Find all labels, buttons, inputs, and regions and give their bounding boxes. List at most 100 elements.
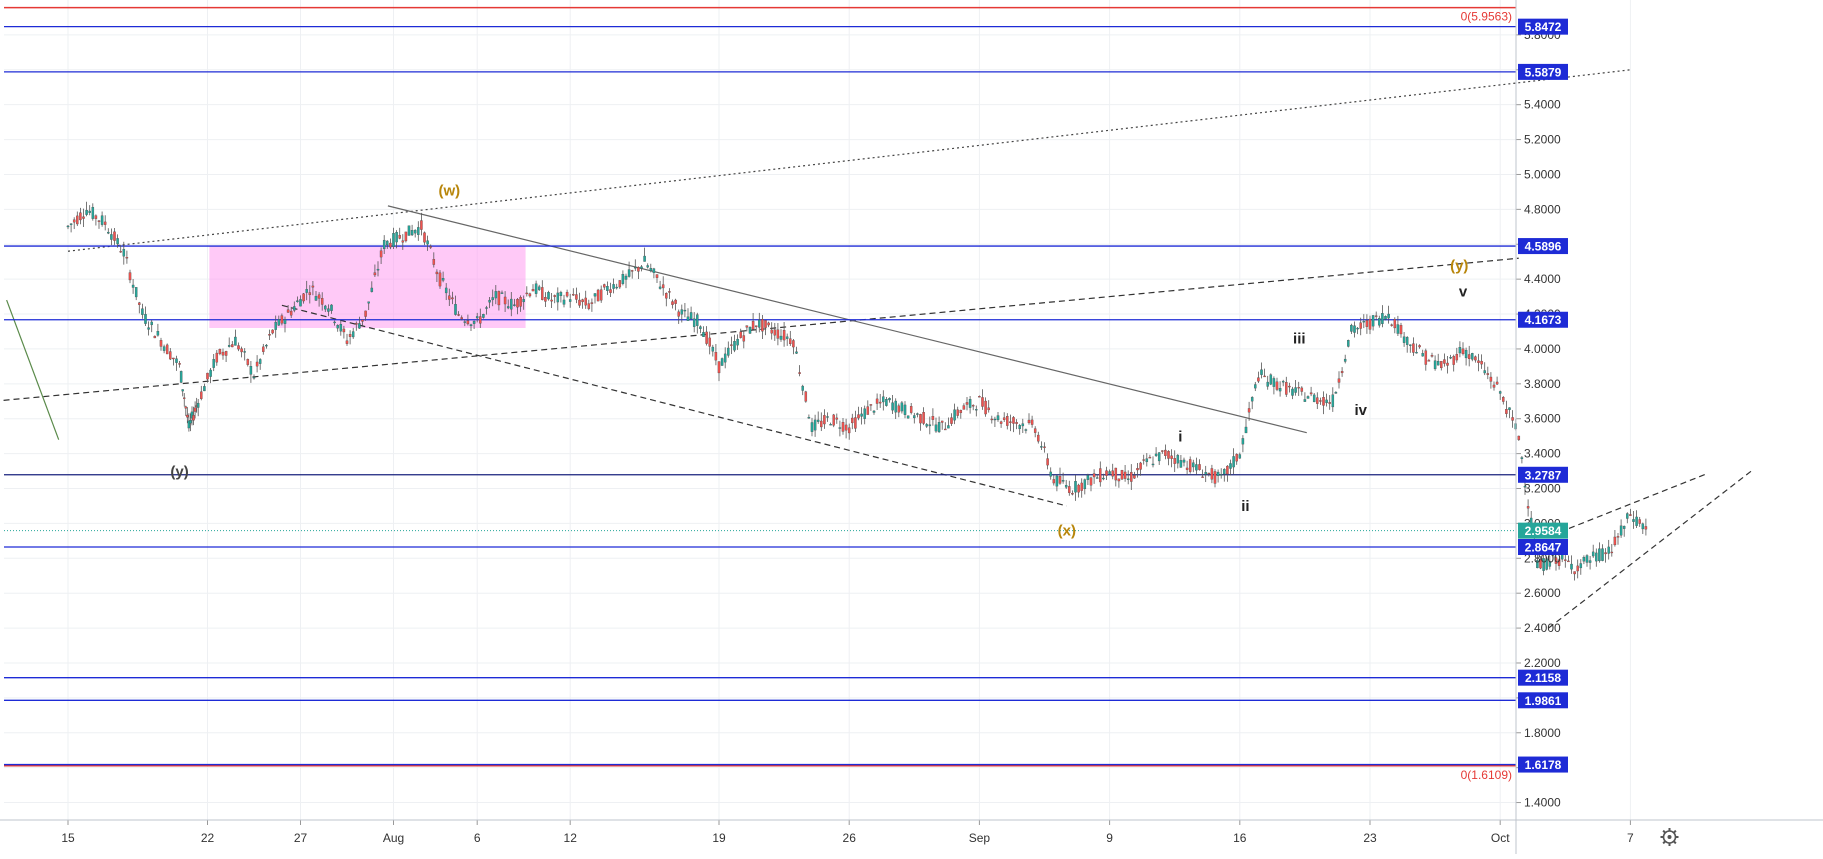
candle-body [432, 259, 436, 265]
candle-body [820, 420, 823, 428]
candle-body [931, 416, 935, 420]
candle-body [401, 240, 405, 243]
candle-body [882, 396, 885, 403]
candle-body [798, 372, 801, 374]
candle-body [844, 424, 848, 431]
candle-body [1012, 417, 1015, 424]
candle-body [1430, 355, 1434, 357]
y-tick-label: 2.4000 [1524, 621, 1561, 635]
candle-body [134, 287, 138, 298]
candle-body [624, 275, 628, 280]
candle-body [528, 293, 532, 297]
candle-body [1114, 467, 1118, 481]
gear-icon[interactable] [1660, 828, 1679, 846]
candle-body [1130, 472, 1133, 482]
candle-body [665, 293, 668, 299]
candle-body [841, 422, 845, 432]
candle-body [1142, 459, 1145, 461]
candle-body [193, 407, 197, 412]
candle-body [1359, 322, 1362, 329]
candle-body [1619, 525, 1623, 536]
y-tick-label: 1.8000 [1524, 726, 1561, 740]
candle-body [1312, 394, 1316, 403]
candle-body [506, 306, 510, 309]
candle-body [1210, 468, 1214, 480]
candle-body [1300, 387, 1304, 392]
candle-body [677, 311, 680, 317]
candle-body [544, 296, 547, 302]
candle-body [1198, 464, 1201, 470]
candle-body [1272, 378, 1276, 387]
candle-body [1154, 453, 1158, 456]
wave-label: iv [1354, 402, 1367, 419]
candle-body [1505, 409, 1508, 414]
candle-body [206, 372, 209, 380]
candle-body [218, 349, 222, 354]
candle-body [255, 361, 259, 367]
candle-body [475, 316, 479, 319]
candle-body [382, 239, 386, 250]
candle-body [981, 397, 984, 407]
candle-body [413, 229, 417, 234]
candle-body [1353, 325, 1356, 333]
candle-body [661, 284, 665, 289]
candle-body [736, 338, 739, 346]
candle-body [581, 299, 584, 303]
candle-body [1281, 380, 1285, 383]
candle-body [138, 302, 141, 305]
candle-body [1573, 571, 1576, 575]
candle-body [1071, 493, 1074, 495]
candle-body [479, 316, 482, 324]
candle-body [1405, 337, 1409, 345]
price-level-tag [1518, 238, 1568, 255]
candle-body [1195, 464, 1198, 471]
candle-body [640, 266, 643, 269]
wedge-lower-trendline [1548, 470, 1752, 629]
candle-body [153, 335, 157, 339]
candle-body [1040, 446, 1043, 448]
candle-body [1049, 471, 1052, 477]
candle-body [1250, 397, 1254, 402]
candle-body [169, 351, 172, 360]
candle-body [578, 299, 581, 306]
candle-body [1170, 455, 1173, 459]
candle-body [878, 401, 882, 404]
candle-body [1483, 370, 1486, 374]
upper-dotted-trendline [67, 69, 1631, 252]
candle-body [761, 319, 764, 332]
candle-body [451, 297, 454, 300]
candle-body [913, 415, 916, 419]
candle-body [1576, 565, 1579, 572]
candle-body [950, 417, 953, 424]
candle-body [299, 299, 302, 307]
candle-body [959, 410, 963, 414]
candle-body [1260, 369, 1263, 375]
candle-body [1257, 377, 1260, 382]
candle-body [1539, 559, 1542, 569]
candle-body [816, 419, 820, 422]
candle-body [739, 331, 742, 338]
candle-body [637, 267, 640, 272]
candle-body [692, 318, 696, 327]
candle-body [1585, 555, 1589, 563]
candle-body [1024, 429, 1028, 431]
candle-body [965, 402, 969, 405]
candle-body [1495, 381, 1499, 385]
candle-body [785, 336, 789, 339]
candle-body [336, 325, 339, 329]
candle-body [178, 363, 181, 365]
candle-body [1368, 318, 1372, 330]
candle-body [376, 268, 380, 271]
x-tick-label: 22 [201, 831, 215, 845]
candle-body [97, 220, 101, 222]
candle-body [131, 284, 135, 288]
candle-body [79, 212, 82, 221]
candle-body [835, 417, 839, 420]
candle-body [429, 246, 432, 248]
candle-body [593, 293, 597, 297]
candle-body [1464, 349, 1468, 359]
candle-body [1288, 385, 1291, 388]
candle-body [730, 344, 733, 346]
